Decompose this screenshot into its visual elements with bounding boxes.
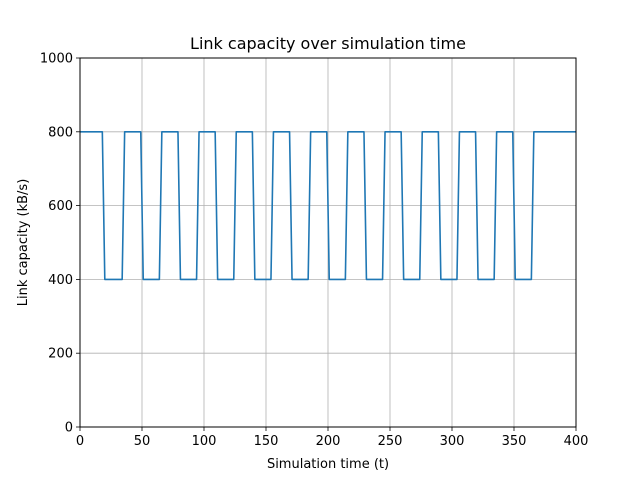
y-tick-label: 400 — [48, 273, 73, 288]
x-tick-label: 250 — [378, 434, 403, 449]
x-tick-label: 100 — [192, 434, 217, 449]
y-tick-label: 800 — [48, 125, 73, 140]
x-tick-label: 350 — [502, 434, 527, 449]
x-tick-label: 0 — [76, 434, 84, 449]
y-axis-label: Link capacity (kB/s) — [16, 179, 31, 307]
x-tick-label: 200 — [316, 434, 341, 449]
y-tick-label: 1000 — [40, 52, 73, 67]
y-tick-label: 0 — [65, 421, 73, 436]
y-tick-label: 600 — [48, 199, 73, 214]
x-tick-label: 50 — [134, 434, 151, 449]
x-tick-label: 400 — [564, 434, 589, 449]
x-axis-label: Simulation time (t) — [267, 457, 389, 472]
x-tick-label: 150 — [254, 434, 279, 449]
chart-title: Link capacity over simulation time — [190, 34, 466, 53]
y-tick-label: 200 — [48, 347, 73, 362]
x-tick-label: 300 — [440, 434, 465, 449]
